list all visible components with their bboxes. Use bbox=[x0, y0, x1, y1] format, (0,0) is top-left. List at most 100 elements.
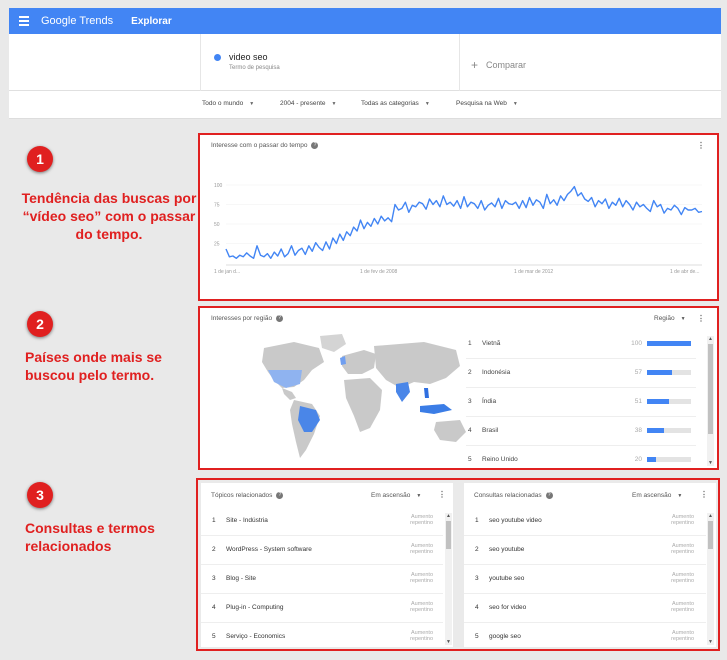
region-bar-track bbox=[647, 341, 691, 346]
caret-down-icon: ▼ bbox=[677, 493, 683, 499]
breakout-badge: Aumento repentino bbox=[671, 514, 694, 526]
scroll-down-icon[interactable]: ▼ bbox=[708, 639, 713, 645]
callout-text-1: Tendência das buscas por “vídeo seo” com… bbox=[21, 190, 197, 242]
region-bar-track bbox=[647, 399, 691, 404]
menu-icon[interactable] bbox=[19, 16, 29, 26]
search-term-card[interactable]: video seo Termo de pesquisa bbox=[200, 34, 460, 91]
scroll-up-icon[interactable]: ▲ bbox=[708, 513, 713, 519]
map-central-america bbox=[282, 388, 296, 400]
list-item[interactable]: 3 Índia 51 bbox=[466, 388, 696, 417]
nav-explorar[interactable]: Explorar bbox=[131, 15, 172, 27]
x-tick-label: 1 de abr de... bbox=[670, 269, 699, 275]
map-india-highlight bbox=[396, 382, 410, 402]
panel-title: Interesse com o passar do tempo? bbox=[211, 142, 319, 149]
top-app-bar: Google Trends Explorar bbox=[9, 8, 721, 34]
region-bar-fill bbox=[647, 341, 691, 346]
callout-number-2: 2 bbox=[27, 311, 53, 337]
related-queries-card: Consultas relacionadas? Em ascensão ▼ ⋮ 1… bbox=[464, 483, 716, 647]
y-tick-label: 50 bbox=[214, 222, 220, 228]
list-item[interactable]: 5 Reino Unido 20 bbox=[466, 446, 696, 470]
help-icon[interactable]: ? bbox=[311, 142, 319, 149]
list-item[interactable]: 5 Serviço - Economics Aumento repentino bbox=[201, 623, 443, 647]
scroll-thumb[interactable] bbox=[708, 344, 713, 434]
callout-number-3: 3 bbox=[27, 482, 53, 508]
list-item[interactable]: 4 Plug-in - Computing Aumento repentino bbox=[201, 594, 443, 623]
region-level-selector[interactable]: Região ▼ bbox=[654, 315, 686, 322]
x-tick-label: 1 de jan d... bbox=[214, 269, 240, 275]
region-bar-fill bbox=[647, 399, 670, 404]
caret-down-icon: ▼ bbox=[331, 101, 337, 107]
scroll-down-icon[interactable]: ▼ bbox=[446, 639, 451, 645]
topics-scrollbar[interactable]: ▲ ▼ bbox=[445, 513, 452, 645]
help-icon[interactable]: ? bbox=[276, 492, 284, 499]
x-tick-label: 1 de mar de 2012 bbox=[514, 269, 553, 275]
region-bar-fill bbox=[647, 370, 673, 375]
scroll-up-icon[interactable]: ▲ bbox=[446, 513, 451, 519]
more-options-icon[interactable]: ⋮ bbox=[700, 490, 708, 499]
region-scrollbar[interactable]: ▲ ▼ bbox=[707, 336, 714, 466]
map-brazil-highlight bbox=[298, 406, 320, 432]
more-options-icon[interactable]: ⋮ bbox=[697, 141, 705, 150]
scroll-thumb[interactable] bbox=[708, 521, 713, 549]
x-tick-label: 1 de fev de 2008 bbox=[360, 269, 397, 275]
help-icon[interactable]: ? bbox=[545, 492, 553, 499]
list-item[interactable]: 2 seo youtube Aumento repentino bbox=[464, 536, 706, 565]
related-panel: Tópicos relacionados? Em ascensão ▼ ⋮ 1 Si… bbox=[196, 478, 720, 651]
list-item[interactable]: 2 Indonésia 57 bbox=[466, 359, 696, 388]
world-map[interactable] bbox=[224, 332, 474, 472]
map-greenland bbox=[320, 334, 346, 352]
list-item[interactable]: 1 seo youtube video Aumento repentino bbox=[464, 507, 706, 536]
region-bar-track bbox=[647, 370, 691, 375]
callout-text-3: Consultas e termos relacionados bbox=[25, 520, 155, 554]
breakout-badge: Aumento repentino bbox=[410, 572, 433, 584]
list-item[interactable]: 4 seo for video Aumento repentino bbox=[464, 594, 706, 623]
scroll-down-icon[interactable]: ▼ bbox=[708, 460, 713, 466]
search-row: video seo Termo de pesquisa + Comparar bbox=[9, 34, 721, 91]
interest-line-chart: 25 50 75 100 1 de jan d... 1 de fev de 2008 1 … bbox=[214, 183, 703, 275]
breakout-badge: Aumento repentino bbox=[410, 514, 433, 526]
rising-selector[interactable]: Em ascensão ▼ bbox=[632, 492, 683, 499]
related-topics-list: 1 Site - Indústria Aumento repentino 2 Word… bbox=[201, 507, 443, 647]
list-item[interactable]: 4 Brasil 38 bbox=[466, 417, 696, 446]
list-item[interactable]: 5 google seo Aumento repentino bbox=[464, 623, 706, 647]
scroll-up-icon[interactable]: ▲ bbox=[708, 336, 713, 342]
caret-down-icon: ▼ bbox=[416, 493, 422, 499]
brand-logo[interactable]: Google Trends bbox=[41, 15, 114, 27]
list-item[interactable]: 3 Blog - Site Aumento repentino bbox=[201, 565, 443, 594]
map-europe bbox=[342, 350, 376, 374]
related-queries-list: 1 seo youtube video Aumento repentino 2 seo… bbox=[464, 507, 706, 647]
caret-down-icon: ▼ bbox=[249, 101, 255, 107]
filter-location[interactable]: Todo o mundo ▼ bbox=[202, 100, 255, 107]
breakout-badge: Aumento repentino bbox=[410, 630, 433, 642]
region-bar-track bbox=[647, 457, 691, 462]
y-tick-label: 25 bbox=[214, 242, 220, 248]
y-tick-label: 100 bbox=[214, 183, 223, 189]
scroll-thumb[interactable] bbox=[446, 521, 451, 549]
breakout-badge: Aumento repentino bbox=[671, 572, 694, 584]
region-list: 1 Vietnã 100 2 Indonésia 57 3 Índia 51 4… bbox=[466, 330, 696, 470]
help-icon[interactable]: ? bbox=[276, 315, 284, 322]
rising-selector[interactable]: Em ascensão ▼ bbox=[371, 492, 422, 499]
search-term-subtitle: Termo de pesquisa bbox=[229, 65, 280, 71]
filter-search-type[interactable]: Pesquisa na Web ▼ bbox=[456, 100, 518, 107]
compare-button[interactable]: + Comparar bbox=[471, 57, 526, 72]
map-africa bbox=[344, 378, 382, 432]
filter-time-range[interactable]: 2004 - presente ▼ bbox=[280, 100, 337, 107]
series-line bbox=[225, 185, 703, 260]
search-term-text[interactable]: video seo bbox=[229, 52, 268, 62]
filter-category[interactable]: Todas as categorias ▼ bbox=[361, 100, 430, 107]
more-options-icon[interactable]: ⋮ bbox=[438, 490, 446, 499]
list-item[interactable]: 1 Site - Indústria Aumento repentino bbox=[201, 507, 443, 536]
list-item[interactable]: 1 Vietnã 100 bbox=[466, 330, 696, 359]
list-item[interactable]: 2 WordPress - System software Aumento repe… bbox=[201, 536, 443, 565]
region-bar-fill bbox=[647, 428, 664, 433]
caret-down-icon: ▼ bbox=[512, 101, 518, 107]
more-options-icon[interactable]: ⋮ bbox=[697, 314, 705, 323]
breakout-badge: Aumento repentino bbox=[671, 630, 694, 642]
caret-down-icon: ▼ bbox=[424, 101, 430, 107]
related-topics-card: Tópicos relacionados? Em ascensão ▼ ⋮ 1 Si… bbox=[201, 483, 453, 647]
queries-scrollbar[interactable]: ▲ ▼ bbox=[707, 513, 714, 645]
list-item[interactable]: 3 youtube seo Aumento repentino bbox=[464, 565, 706, 594]
y-tick-label: 75 bbox=[214, 203, 220, 209]
interest-by-region-panel: Interesses por região? Região ▼ ⋮ 1 Vietn… bbox=[198, 306, 719, 470]
